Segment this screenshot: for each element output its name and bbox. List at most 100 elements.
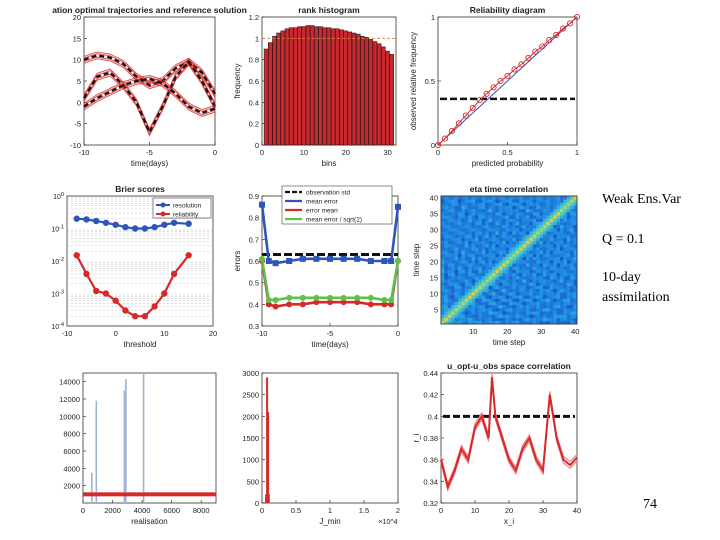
heatmap-cell — [505, 205, 510, 210]
heatmap-cell — [553, 250, 557, 254]
heatmap-cell — [512, 250, 517, 254]
heatmap-cell — [461, 224, 466, 229]
heatmap-cell — [475, 215, 479, 219]
heatmap-cell — [522, 279, 527, 283]
heatmap-cell — [526, 199, 530, 203]
heatmap-cell — [553, 205, 557, 210]
heatmap-cell — [444, 314, 449, 318]
heatmap-cell — [529, 301, 534, 306]
heatmap-cell — [539, 256, 544, 261]
heatmap-cell — [468, 295, 472, 299]
plot-8-ytick-label: 0.44 — [423, 369, 438, 378]
heatmap-cell — [529, 279, 534, 283]
heatmap-cell — [495, 292, 500, 296]
heatmap-cell — [495, 260, 500, 264]
heatmap-cell — [441, 199, 445, 203]
heatmap-cell — [522, 301, 527, 306]
heatmap-cell — [444, 285, 449, 290]
heatmap-cell — [566, 253, 571, 258]
heatmap-cell — [509, 205, 513, 210]
heatmap-cell — [556, 228, 561, 232]
heatmap-cell — [495, 215, 500, 219]
heatmap-cell — [461, 285, 466, 290]
heatmap-cell — [563, 288, 568, 293]
heatmap-cell — [529, 244, 534, 248]
heatmap-cell — [539, 308, 544, 312]
heatmap-cell — [573, 212, 578, 216]
heatmap-cell — [509, 224, 513, 229]
heatmap-cell — [543, 212, 547, 216]
heatmap-cell — [512, 298, 517, 302]
heatmap-cell — [498, 320, 503, 325]
heatmap-cell — [573, 308, 578, 312]
heatmap-cell — [468, 304, 472, 309]
heatmap-cell — [478, 295, 483, 299]
heatmap-cell — [468, 205, 472, 210]
heatmap-cell — [498, 317, 503, 322]
heatmap-cell — [529, 320, 534, 325]
heatmap-cell — [519, 202, 523, 206]
heatmap-cell — [519, 253, 523, 258]
heatmap-cell — [553, 247, 557, 251]
plot-1-title: rank histogram — [298, 5, 360, 15]
heatmap-cell — [492, 253, 496, 258]
heatmap-cell — [444, 282, 449, 286]
heatmap-cell — [570, 205, 574, 210]
heatmap-cell — [451, 317, 455, 322]
heatmap-cell — [512, 212, 517, 216]
heatmap-cell — [471, 272, 476, 277]
heatmap-cell — [485, 279, 489, 283]
heatmap-cell — [563, 205, 568, 210]
heatmap-cell — [485, 266, 489, 270]
heatmap-cell — [560, 304, 564, 309]
heatmap-cell — [522, 228, 527, 232]
heatmap-cell — [509, 304, 513, 309]
heatmap-cell — [461, 320, 466, 325]
ensemble-trajectory-2-0 — [83, 81, 216, 117]
heatmap-cell — [458, 295, 462, 299]
heatmap-cell — [502, 231, 506, 235]
heatmap-cell — [519, 212, 523, 216]
heatmap-cell — [464, 263, 469, 267]
plot-1-xtick-label: 20 — [342, 148, 350, 157]
heatmap-cell — [475, 247, 479, 251]
heatmap-cell — [522, 308, 527, 312]
heatmap-cell — [573, 282, 578, 286]
heatmap-cell — [556, 279, 561, 283]
heatmap-cell — [505, 314, 510, 318]
heatmap-cell — [471, 196, 476, 200]
plot-6-xtick-label: 4000 — [134, 506, 151, 515]
heatmap-cell — [543, 256, 547, 261]
plot-7-xtick-label: 0 — [260, 506, 264, 515]
heatmap-cell — [570, 269, 574, 274]
rank-bar — [368, 39, 374, 146]
heatmap-cell — [454, 244, 459, 248]
heatmap-cell — [471, 256, 476, 261]
heatmap-cell — [573, 256, 578, 261]
heatmap-cell — [471, 240, 476, 245]
heatmap-cell — [573, 276, 578, 280]
heatmap-cell — [502, 279, 506, 283]
heatmap-cell — [536, 218, 540, 222]
reliability-point — [525, 54, 532, 62]
heatmap-cell — [454, 250, 459, 254]
heatmap-cell — [471, 234, 476, 238]
heatmap-cell — [451, 288, 455, 293]
plot-1-xtick-label: 0 — [260, 148, 264, 157]
heatmap-cell — [505, 292, 510, 296]
heatmap-cell — [461, 263, 466, 267]
heatmap-cell — [478, 221, 483, 226]
heatmap-cell — [492, 240, 496, 245]
heatmap-cell — [556, 218, 561, 222]
heatmap-cell — [556, 317, 561, 322]
heatmap-cell — [512, 244, 517, 248]
heatmap-cell — [461, 272, 466, 277]
heatmap-cell — [485, 276, 489, 280]
heatmap-cell — [502, 266, 506, 270]
heatmap-cell — [546, 311, 551, 315]
heatmap-cell — [563, 314, 568, 318]
heatmap-cell — [461, 240, 466, 245]
heatmap-cell — [543, 215, 547, 219]
plot-4-xtick-label: -5 — [327, 329, 334, 338]
brier-legend-marker — [160, 202, 166, 208]
